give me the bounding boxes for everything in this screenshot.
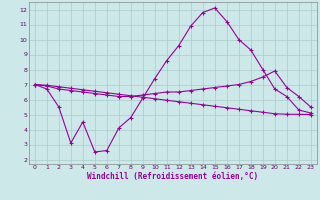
X-axis label: Windchill (Refroidissement éolien,°C): Windchill (Refroidissement éolien,°C) — [87, 172, 258, 181]
